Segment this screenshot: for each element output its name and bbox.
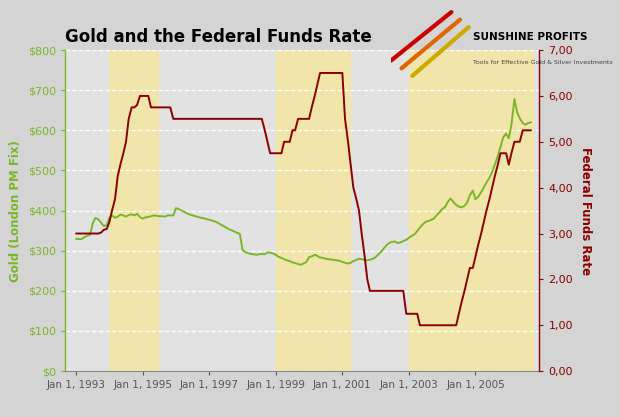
- Text: SUNSHINE PROFITS: SUNSHINE PROFITS: [473, 32, 588, 42]
- Y-axis label: Federal Funds Rate: Federal Funds Rate: [580, 146, 593, 275]
- Bar: [409, 50, 534, 371]
- Text: Gold and the Federal Funds Rate: Gold and the Federal Funds Rate: [65, 28, 372, 46]
- Text: Tools for Effective Gold & Silver Investments: Tools for Effective Gold & Silver Invest…: [473, 60, 613, 65]
- Bar: [276, 50, 351, 371]
- Bar: [109, 50, 159, 371]
- Y-axis label: Gold (London PM Fix): Gold (London PM Fix): [9, 140, 22, 281]
